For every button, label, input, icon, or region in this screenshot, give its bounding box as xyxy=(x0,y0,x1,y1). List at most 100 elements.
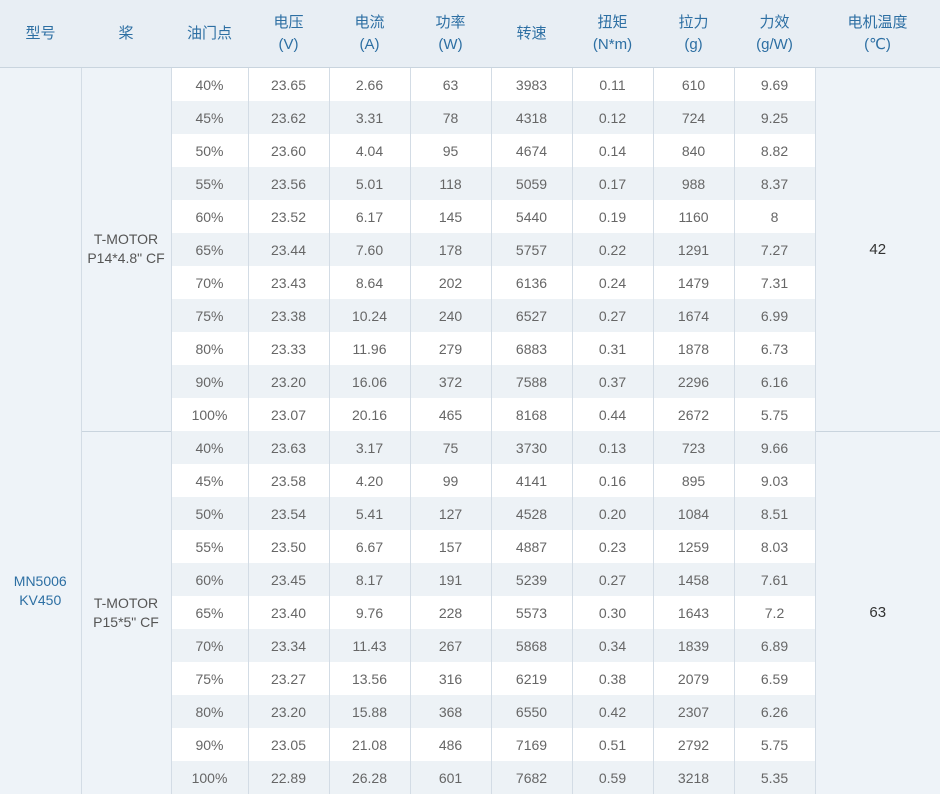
efficiency-cell: 5.75 xyxy=(734,398,815,431)
throttle-cell: 100% xyxy=(171,761,248,794)
efficiency-cell: 8.51 xyxy=(734,497,815,530)
throttle-cell: 70% xyxy=(171,266,248,299)
thrust-cell: 988 xyxy=(653,167,734,200)
efficiency-cell: 8.03 xyxy=(734,530,815,563)
thrust-cell: 2672 xyxy=(653,398,734,431)
thrust-cell: 840 xyxy=(653,134,734,167)
voltage-cell: 23.38 xyxy=(248,299,329,332)
current-cell: 8.17 xyxy=(329,563,410,596)
current-cell: 20.16 xyxy=(329,398,410,431)
throttle-cell: 80% xyxy=(171,332,248,365)
thrust-cell: 1458 xyxy=(653,563,734,596)
efficiency-cell: 8 xyxy=(734,200,815,233)
current-cell: 26.28 xyxy=(329,761,410,794)
power-cell: 127 xyxy=(410,497,491,530)
rpm-cell: 5868 xyxy=(491,629,572,662)
power-cell: 267 xyxy=(410,629,491,662)
model-name-line2: KV450 xyxy=(0,591,81,610)
throttle-cell: 90% xyxy=(171,728,248,761)
rpm-cell: 7682 xyxy=(491,761,572,794)
current-cell: 4.04 xyxy=(329,134,410,167)
torque-cell: 0.22 xyxy=(572,233,653,266)
voltage-cell: 23.20 xyxy=(248,695,329,728)
rpm-cell: 5440 xyxy=(491,200,572,233)
thrust-cell: 1084 xyxy=(653,497,734,530)
rpm-cell: 5059 xyxy=(491,167,572,200)
thrust-cell: 3218 xyxy=(653,761,734,794)
power-cell: 191 xyxy=(410,563,491,596)
header-label: 拉力 xyxy=(653,12,734,34)
header-throttle: 油门点 xyxy=(171,0,248,68)
rpm-cell: 6883 xyxy=(491,332,572,365)
header-unit: (W) xyxy=(410,34,491,56)
prop-name-line: T-MOTOR xyxy=(82,594,171,613)
voltage-cell: 23.54 xyxy=(248,497,329,530)
power-cell: 372 xyxy=(410,365,491,398)
voltage-cell: 23.33 xyxy=(248,332,329,365)
throttle-cell: 90% xyxy=(171,365,248,398)
efficiency-cell: 6.99 xyxy=(734,299,815,332)
voltage-cell: 23.40 xyxy=(248,596,329,629)
voltage-cell: 23.44 xyxy=(248,233,329,266)
power-cell: 118 xyxy=(410,167,491,200)
power-cell: 63 xyxy=(410,68,491,102)
header-unit: (g/W) xyxy=(734,34,815,56)
efficiency-cell: 9.69 xyxy=(734,68,815,102)
torque-cell: 0.11 xyxy=(572,68,653,102)
thrust-cell: 1479 xyxy=(653,266,734,299)
rpm-cell: 3983 xyxy=(491,68,572,102)
voltage-cell: 23.27 xyxy=(248,662,329,695)
voltage-cell: 23.56 xyxy=(248,167,329,200)
voltage-cell: 23.20 xyxy=(248,365,329,398)
voltage-cell: 23.45 xyxy=(248,563,329,596)
header-label: 型号 xyxy=(0,23,81,45)
throttle-cell: 65% xyxy=(171,596,248,629)
model-name-line1: MN5006 xyxy=(0,572,81,591)
header-prop: 桨 xyxy=(81,0,171,68)
voltage-cell: 23.07 xyxy=(248,398,329,431)
rpm-cell: 4528 xyxy=(491,497,572,530)
header-thrust: 拉力(g) xyxy=(653,0,734,68)
rpm-cell: 6550 xyxy=(491,695,572,728)
power-cell: 486 xyxy=(410,728,491,761)
thrust-cell: 1643 xyxy=(653,596,734,629)
efficiency-cell: 8.37 xyxy=(734,167,815,200)
throttle-cell: 40% xyxy=(171,68,248,102)
rpm-cell: 7169 xyxy=(491,728,572,761)
torque-cell: 0.13 xyxy=(572,431,653,464)
throttle-cell: 55% xyxy=(171,167,248,200)
power-cell: 316 xyxy=(410,662,491,695)
prop-name-line: T-MOTOR xyxy=(82,230,171,249)
header-label: 转速 xyxy=(491,23,572,45)
header-efficiency: 力效(g/W) xyxy=(734,0,815,68)
power-cell: 228 xyxy=(410,596,491,629)
header-label: 电机温度 xyxy=(815,12,940,34)
header-label: 油门点 xyxy=(171,23,248,45)
voltage-cell: 23.43 xyxy=(248,266,329,299)
header-unit: (V) xyxy=(248,34,329,56)
power-cell: 75 xyxy=(410,431,491,464)
torque-cell: 0.23 xyxy=(572,530,653,563)
power-cell: 202 xyxy=(410,266,491,299)
voltage-cell: 23.60 xyxy=(248,134,329,167)
current-cell: 3.17 xyxy=(329,431,410,464)
header-motor-temperature: 电机温度(℃) xyxy=(815,0,940,68)
throttle-cell: 45% xyxy=(171,464,248,497)
efficiency-cell: 6.73 xyxy=(734,332,815,365)
thrust-cell: 2307 xyxy=(653,695,734,728)
throttle-cell: 75% xyxy=(171,299,248,332)
header-unit: (℃) xyxy=(815,34,940,56)
header-current: 电流(A) xyxy=(329,0,410,68)
header-label: 力效 xyxy=(734,12,815,34)
header-power: 功率(W) xyxy=(410,0,491,68)
current-cell: 9.76 xyxy=(329,596,410,629)
header-unit: (g) xyxy=(653,34,734,56)
current-cell: 6.17 xyxy=(329,200,410,233)
header-label: 电流 xyxy=(329,12,410,34)
thrust-cell: 723 xyxy=(653,431,734,464)
header-label: 电压 xyxy=(248,12,329,34)
power-cell: 99 xyxy=(410,464,491,497)
